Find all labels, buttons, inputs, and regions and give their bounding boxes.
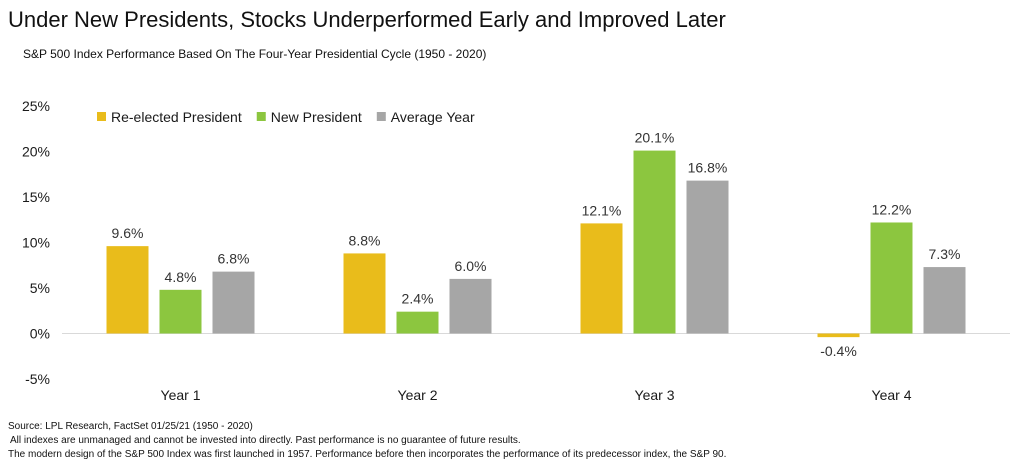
data-label: 2.4% bbox=[402, 291, 434, 307]
legend-label: New President bbox=[271, 109, 362, 125]
data-label: 7.3% bbox=[929, 246, 961, 262]
x-tick-label: Year 1 bbox=[161, 387, 201, 403]
y-tick-label: 5% bbox=[30, 280, 50, 296]
bar-new-president bbox=[870, 222, 913, 334]
y-tick-label: 25% bbox=[22, 98, 50, 114]
chart-title: Under New Presidents, Stocks Underperfor… bbox=[8, 7, 726, 32]
bar-re-elected-president bbox=[580, 223, 623, 334]
bar-new-president bbox=[159, 289, 202, 334]
x-tick-label: Year 3 bbox=[635, 387, 675, 403]
bar-average-year bbox=[212, 271, 255, 334]
legend-swatch bbox=[97, 112, 106, 121]
bar-average-year bbox=[923, 267, 966, 334]
chart-subtitle: S&P 500 Index Performance Based On The F… bbox=[23, 47, 487, 61]
bar-average-year bbox=[449, 278, 492, 334]
data-label: 20.1% bbox=[635, 130, 675, 146]
bar-chart: -5% 0% 5% 10% 15% 20% 25% 9.6% 4.8% 6.8% Year 1 8.8… bbox=[22, 98, 1010, 403]
legend-swatch bbox=[376, 112, 386, 121]
legend-label: Average Year bbox=[391, 109, 475, 125]
source-note: Source: LPL Research, FactSet 01/25/21 (… bbox=[8, 421, 253, 432]
data-label: 6.0% bbox=[455, 258, 487, 274]
data-label: 9.6% bbox=[112, 225, 144, 241]
bar-re-elected-president bbox=[343, 253, 386, 334]
data-label: 16.8% bbox=[688, 160, 728, 176]
data-label: 8.8% bbox=[349, 232, 381, 248]
data-label: 6.8% bbox=[218, 251, 250, 267]
footnotes: Source: LPL Research, FactSet 01/25/21 (… bbox=[8, 420, 726, 462]
bar-new-president bbox=[633, 150, 676, 334]
index-history-note: The modern design of the S&P 500 Index w… bbox=[8, 449, 727, 460]
data-label: 4.8% bbox=[165, 269, 197, 285]
bar-re-elected-president bbox=[106, 246, 149, 334]
y-tick-label: 10% bbox=[22, 235, 50, 251]
x-tick-label: Year 2 bbox=[398, 387, 438, 403]
y-tick-label: 20% bbox=[22, 144, 50, 160]
data-label: 12.1% bbox=[582, 202, 622, 218]
y-tick-label: 15% bbox=[22, 189, 50, 205]
data-label: 12.2% bbox=[872, 201, 912, 217]
legend-swatch bbox=[256, 112, 266, 121]
bar-average-year bbox=[686, 180, 729, 334]
y-tick-label: 0% bbox=[30, 326, 50, 342]
legend-label: Re-elected President bbox=[111, 109, 242, 125]
disclaimer-note: All indexes are unmanaged and cannot be … bbox=[10, 435, 521, 446]
y-tick-label: -5% bbox=[25, 371, 50, 387]
data-label: -0.4% bbox=[820, 343, 857, 359]
bar-new-president bbox=[396, 311, 439, 334]
bar-re-elected-president bbox=[817, 333, 860, 338]
x-tick-label: Year 4 bbox=[872, 387, 912, 403]
